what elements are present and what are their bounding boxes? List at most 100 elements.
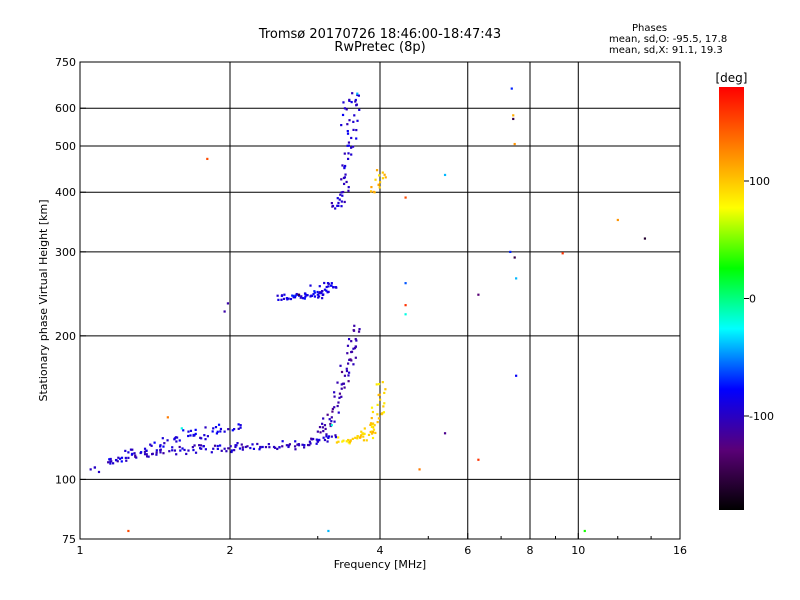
data-point <box>301 443 304 446</box>
data-point <box>334 207 337 210</box>
data-point <box>230 450 233 454</box>
data-point <box>280 298 283 301</box>
data-point <box>134 454 137 457</box>
data-point <box>377 393 380 397</box>
data-point <box>336 381 339 384</box>
data-point <box>350 146 353 149</box>
data-point <box>377 417 380 420</box>
data-point <box>198 444 201 447</box>
data-point <box>351 92 354 95</box>
phase-stats-o: mean, sd,O: -95.5, 17.8 <box>609 34 728 45</box>
data-point <box>315 442 318 445</box>
data-point <box>346 132 350 135</box>
data-point <box>325 435 328 438</box>
data-point <box>353 114 356 117</box>
data-point <box>127 529 130 533</box>
data-point <box>354 356 357 359</box>
data-point <box>347 441 350 444</box>
data-point <box>313 291 316 294</box>
data-point <box>643 237 647 240</box>
data-point <box>337 411 340 414</box>
data-point <box>151 452 154 455</box>
data-point <box>561 252 564 255</box>
data-point <box>344 173 347 176</box>
data-point <box>216 444 219 448</box>
data-point <box>477 293 480 296</box>
data-point <box>322 293 325 296</box>
data-point <box>369 422 373 425</box>
data-point <box>219 427 223 431</box>
data-point <box>371 410 375 414</box>
data-point <box>352 347 355 350</box>
data-point <box>145 453 148 456</box>
data-point <box>107 461 110 464</box>
data-point <box>183 448 186 452</box>
data-point <box>223 447 226 450</box>
data-point <box>342 182 346 186</box>
data-point <box>352 363 355 366</box>
data-point <box>346 438 350 442</box>
data-point <box>192 448 195 452</box>
data-point <box>143 450 147 453</box>
data-point <box>223 310 226 313</box>
data-point <box>199 436 202 439</box>
y-axis-ticks: 75 100 200 300 400 500 600 750 <box>55 56 86 546</box>
data-point <box>220 449 223 452</box>
data-point <box>372 426 375 429</box>
data-point <box>375 383 378 386</box>
data-point <box>264 445 268 449</box>
data-point <box>328 418 331 421</box>
data-point <box>331 407 334 411</box>
data-point <box>330 284 333 287</box>
data-point <box>163 442 166 445</box>
data-point <box>325 289 328 292</box>
data-point <box>211 430 214 433</box>
data-point <box>378 393 381 396</box>
data-point <box>331 204 335 208</box>
data-point <box>337 436 340 439</box>
data-point <box>343 374 347 377</box>
data-point <box>513 256 516 259</box>
data-points <box>89 87 647 533</box>
data-point <box>320 291 323 295</box>
data-point <box>178 445 181 449</box>
data-point <box>227 447 230 450</box>
data-point <box>318 292 321 295</box>
data-point <box>204 448 207 451</box>
data-point <box>299 296 302 299</box>
data-point <box>109 462 112 465</box>
data-point <box>362 435 365 438</box>
y-tick-label: 100 <box>55 473 76 486</box>
data-point <box>377 383 381 386</box>
data-point <box>380 413 383 416</box>
data-point <box>155 453 158 456</box>
data-point <box>342 176 346 180</box>
data-point <box>168 450 171 453</box>
data-point <box>276 447 279 451</box>
data-point <box>404 282 407 285</box>
data-point <box>292 294 295 298</box>
data-point <box>512 114 515 117</box>
data-point <box>348 440 352 443</box>
data-point <box>381 177 385 180</box>
data-point <box>330 435 333 438</box>
data-point <box>306 294 309 297</box>
data-point <box>216 447 219 451</box>
data-point <box>234 445 237 449</box>
y-tick-label: 750 <box>55 56 76 69</box>
data-point <box>215 432 219 435</box>
data-point <box>313 295 317 298</box>
data-point <box>342 439 345 442</box>
data-point <box>334 286 337 289</box>
data-point <box>346 352 349 355</box>
data-point <box>341 382 345 385</box>
data-point <box>210 451 213 454</box>
data-point <box>340 178 343 181</box>
data-point <box>182 429 185 432</box>
data-point <box>354 100 357 103</box>
data-point <box>341 440 344 443</box>
data-point <box>346 129 349 133</box>
data-point <box>303 297 306 300</box>
data-point <box>327 285 330 288</box>
data-point <box>512 117 515 121</box>
